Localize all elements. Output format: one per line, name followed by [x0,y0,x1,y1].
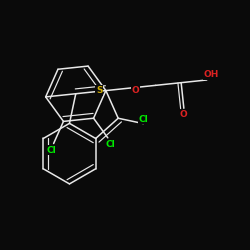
Text: Cl: Cl [46,146,56,154]
Text: Cl: Cl [106,140,115,149]
Text: Cl: Cl [138,115,148,124]
Text: O: O [180,110,188,119]
Text: S: S [96,86,103,95]
Text: OH: OH [204,70,219,79]
Text: O: O [132,86,140,94]
